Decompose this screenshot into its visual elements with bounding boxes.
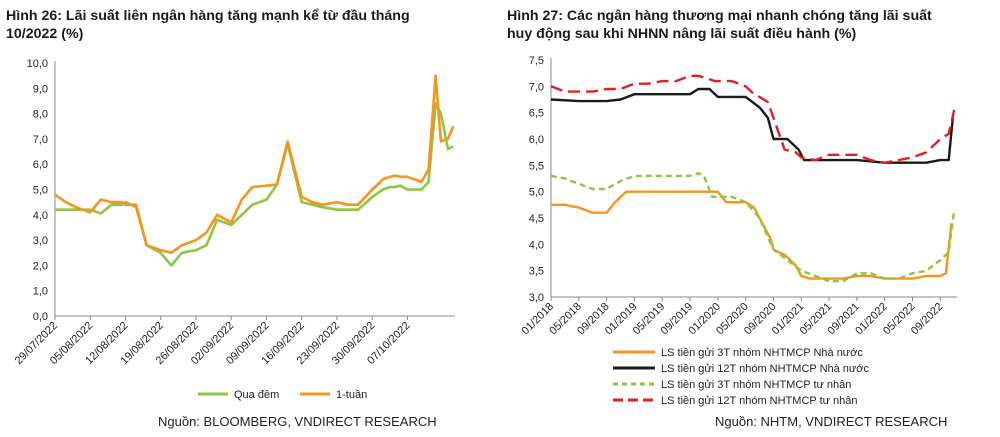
y-tick-label: 5,5 [529,160,544,172]
y-tick-label: 4,0 [529,239,544,251]
y-tick-label: 4,5 [529,213,544,225]
series-line-3 [550,171,956,283]
y-tick-label: 3,0 [33,235,48,247]
legend-label: 1-tuần [336,389,367,401]
y-tick-label: 8,0 [33,109,48,121]
y-tick-label: 5,0 [529,187,544,199]
chart-title-line2: huy động sau khi NHNN nâng lãi suất điều… [507,26,857,42]
chart-source: Nguồn: BLOOMBERG, VNDIRECT RESEARCH [158,414,437,429]
y-tick-label: 10,0 [27,58,48,70]
legend-label: Qua đêm [234,389,279,401]
y-tick-label: 7,0 [529,81,544,93]
y-tick-label: 6,0 [33,159,48,171]
y-tick-label: 9,0 [33,83,48,95]
series-line-4 [550,74,956,164]
series-line-2 [550,87,954,164]
y-tick-label: 7,5 [529,55,544,67]
chart-title-line1: Hình 27: Các ngân hàng thương mại nhanh … [507,8,932,24]
chart-panel-deposit: Hình 27: Các ngân hàng thương mại nhanh … [505,0,1000,437]
series-line-1 [551,190,953,280]
y-tick-label: 3,0 [529,292,544,304]
deposit-rate-chart: 3,03,54,04,55,05,56,06,57,07,501/201805/… [520,55,957,407]
chart-title: Hình 26: Lãi suất liên ngân hàng tăng mạ… [6,7,410,43]
y-tick-label: 6,5 [529,108,544,120]
chart-title-line1: Hình 26: Lãi suất liên ngân hàng tăng mạ… [6,8,410,24]
y-tick-label: 6,0 [529,134,544,146]
y-tick-label: 1,0 [33,286,48,298]
y-tick-label: 0,0 [33,311,48,323]
chart-source: Nguồn: NHTM, VNDIRECT RESEARCH [715,414,948,429]
series-line-2 [54,74,455,255]
legend-label: LS tiền gửi 12T nhóm NHTMCP Nhà nước [661,363,870,375]
chart-panel-interbank: Hình 26: Lãi suất liên ngân hàng tăng mạ… [0,0,490,437]
y-tick-label: 2,0 [33,260,48,272]
y-tick-label: 4,0 [33,210,48,222]
chart-title: Hình 27: Các ngân hàng thương mại nhanh … [507,7,932,43]
y-tick-label: 7,0 [33,134,48,146]
interbank-rate-chart: 0,01,02,03,04,05,06,07,08,09,010,029/07/… [13,58,455,401]
legend-label: LS tiền gửi 12T nhóm NHTMCP tư nhân [661,395,858,407]
chart-title-line2: 10/2022 (%) [6,26,84,42]
y-tick-label: 5,0 [33,185,48,197]
legend-label: LS tiền gửi 3T nhóm NHTMCP tư nhân [661,379,851,391]
legend-label: LS tiền gửi 3T nhóm NHTMCP Nhà nước [661,347,863,359]
y-tick-label: 3,5 [529,266,544,278]
series-line-1 [55,102,454,267]
